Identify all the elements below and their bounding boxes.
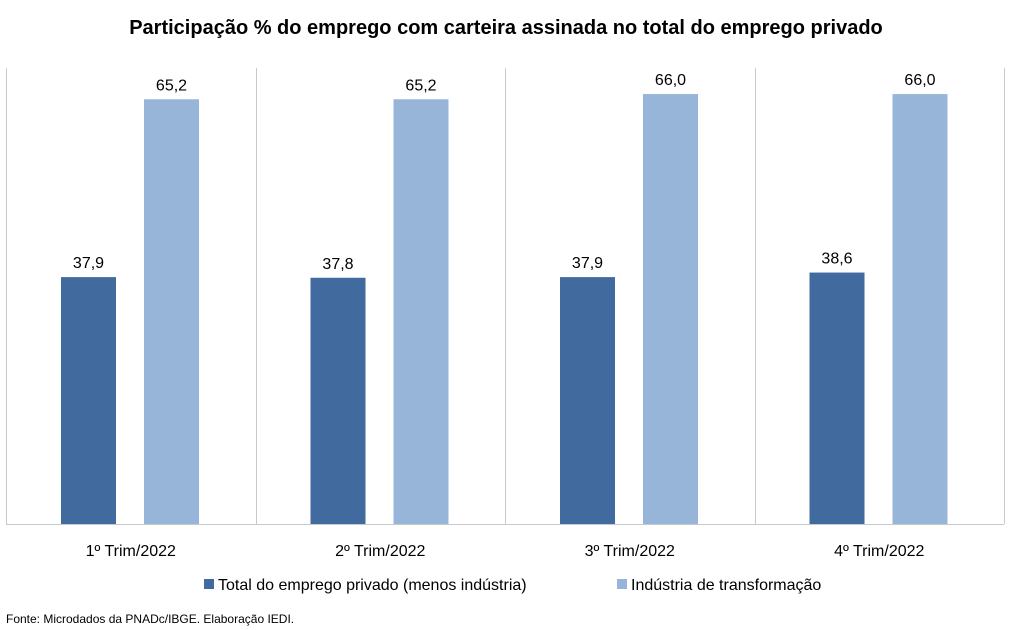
x-tick-label: 2º Trim/2022 [335, 543, 425, 560]
bar [144, 99, 199, 525]
x-tick-label: 4º Trim/2022 [834, 543, 924, 560]
chart-title: Participação % do emprego com carteira a… [129, 17, 883, 39]
bar [892, 94, 948, 525]
legend-label-industria: Indústria de transformação [631, 577, 821, 594]
bar [310, 277, 366, 524]
data-label: 66,0 [904, 72, 935, 89]
data-label: 37,9 [572, 255, 603, 272]
x-tick-label: 1º Trim/2022 [86, 543, 176, 560]
data-label: 38,6 [821, 251, 852, 268]
legend-swatch-total [204, 579, 214, 589]
data-label: 37,9 [73, 255, 104, 272]
source-note: Fonte: Microdados da PNADc/IBGE. Elabora… [6, 612, 294, 626]
bar [61, 277, 116, 524]
bar [643, 94, 698, 525]
legend-swatch-industria [617, 579, 627, 589]
bar [560, 277, 615, 524]
data-label: 37,8 [322, 256, 353, 273]
data-label: 66,0 [655, 72, 686, 89]
data-label: 65,2 [156, 77, 187, 94]
data-label: 65,2 [405, 77, 436, 94]
legend: Total do emprego privado (menos indústri… [204, 577, 821, 594]
bar [809, 272, 865, 524]
bar [393, 99, 449, 525]
plot-area: 37,9 37,8 37,9 38,6 65,2 65,2 66,0 66,0 1º Trim/… [6, 68, 1005, 560]
x-tick-label: 3º Trim/2022 [585, 543, 675, 560]
legend-label-total: Total do emprego privado (menos indústri… [218, 577, 527, 594]
